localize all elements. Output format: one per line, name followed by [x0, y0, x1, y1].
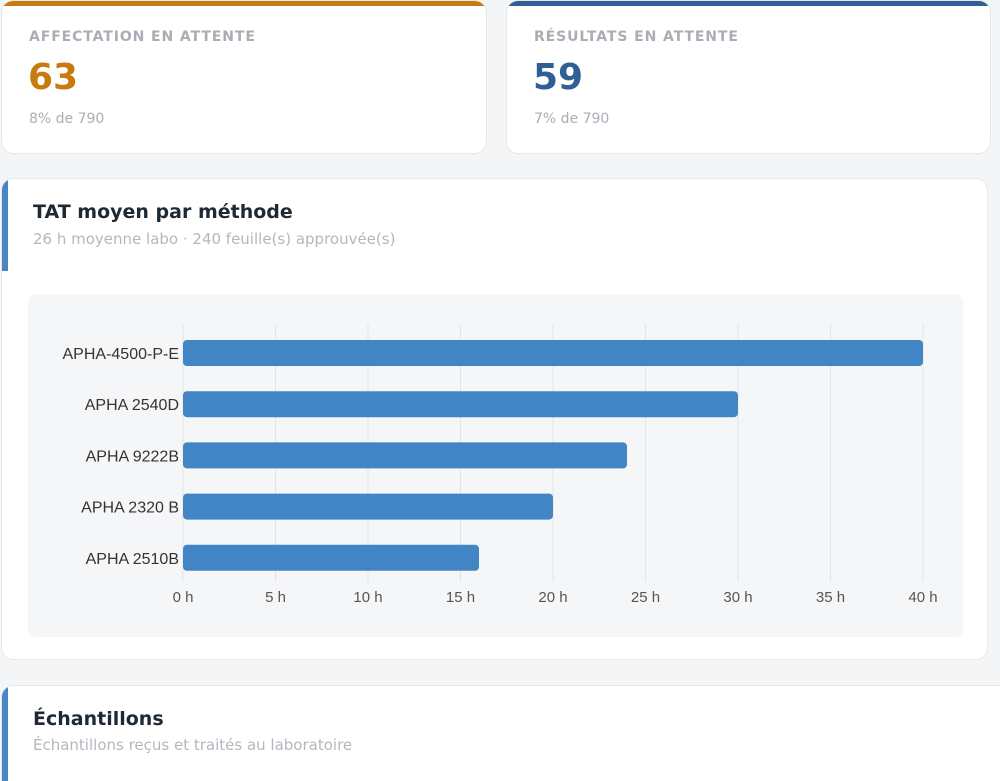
x-tick-label: 5 h — [265, 589, 286, 606]
section-accent-bar — [2, 686, 8, 781]
bar[interactable] — [183, 340, 923, 366]
x-tick-label: 35 h — [816, 589, 845, 606]
bar[interactable] — [183, 442, 627, 469]
card-accent-bar — [2, 1, 486, 6]
x-tick-label: 15 h — [446, 589, 475, 606]
chart-area: 0 h 5 h 10 h 15 h 20 h 25 h 30 h 35 h 40 h APHA-4… — [28, 294, 963, 637]
tat-by-method-card: TAT moyen par méthode 26 h moyenne labo … — [1, 178, 988, 660]
section-title: Échantillons — [33, 708, 164, 730]
category-label: APHA-4500-P-E — [63, 346, 180, 363]
category-label: APHA 9222B — [86, 448, 179, 465]
card-accent-bar — [507, 1, 990, 6]
x-tick-label: 10 h — [353, 589, 382, 606]
stat-label: AFFECTATION EN ATTENTE — [29, 29, 256, 45]
section-subtitle: 26 h moyenne labo · 240 feuille(s) appro… — [33, 230, 396, 248]
section-accent-bar — [2, 179, 8, 271]
category-label: APHA 2510B — [86, 551, 179, 568]
stat-value: 59 — [533, 57, 584, 98]
stat-label: RÉSULTATS EN ATTENTE — [534, 29, 739, 45]
section-subtitle: Échantillons reçus et traités au laborat… — [33, 736, 353, 754]
samples-card: Échantillons Échantillons reçus et trait… — [1, 685, 1000, 781]
stat-subtext: 8% de 790 — [29, 111, 105, 127]
pending-results-card: RÉSULTATS EN ATTENTE 59 7% de 790 — [506, 0, 991, 154]
bar[interactable] — [183, 544, 479, 571]
category-label: APHA 2320 B — [81, 500, 179, 517]
x-tick-label: 30 h — [723, 589, 752, 606]
x-tick-label: 20 h — [538, 589, 567, 606]
x-tick-label: 25 h — [631, 589, 660, 606]
stat-value: 63 — [28, 57, 79, 98]
bar[interactable] — [183, 493, 553, 520]
stat-subtext: 7% de 790 — [534, 111, 610, 127]
tat-bar-chart: 0 h 5 h 10 h 15 h 20 h 25 h 30 h 35 h 40 h APHA-4… — [63, 324, 938, 606]
section-title: TAT moyen par méthode — [33, 201, 293, 223]
x-tick-label: 40 h — [908, 589, 937, 606]
pending-assignment-card: AFFECTATION EN ATTENTE 63 8% de 790 — [1, 0, 487, 154]
x-tick-label: 0 h — [173, 589, 194, 606]
category-label: APHA 2540D — [85, 397, 179, 414]
bar[interactable] — [183, 391, 738, 418]
